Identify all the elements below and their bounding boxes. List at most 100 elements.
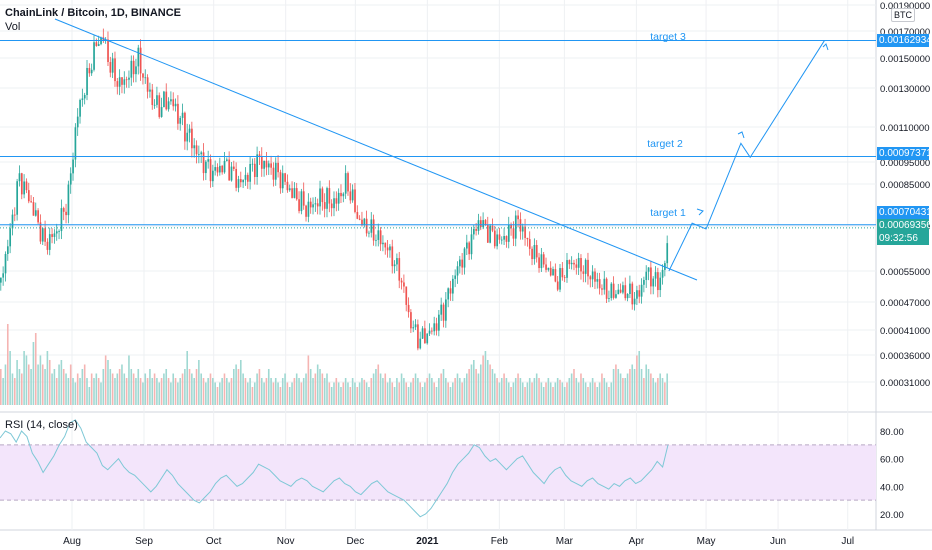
volume-bar — [528, 378, 531, 405]
volume-bar — [260, 378, 263, 405]
volume-bar — [172, 373, 175, 405]
volume-bar — [379, 373, 382, 405]
candle-body — [428, 330, 431, 334]
volume-bar — [125, 378, 128, 405]
volume-bar — [20, 373, 23, 405]
candle-body — [123, 79, 126, 85]
volume-bar — [158, 382, 161, 405]
target-label: target 2 — [647, 138, 683, 150]
volume-bar — [207, 378, 209, 405]
candle-body — [489, 225, 491, 243]
price-tick-label: 0.00170000 — [880, 27, 930, 38]
candle-body — [517, 215, 519, 220]
candle-body — [258, 154, 261, 157]
volume-bar — [167, 378, 170, 405]
volume-bar — [123, 373, 126, 405]
volume-bar — [142, 382, 144, 405]
volume-bar — [30, 369, 32, 405]
candle-body — [191, 128, 193, 149]
volume-bar — [463, 378, 466, 405]
volume-bar — [447, 382, 449, 405]
candle-body — [270, 163, 272, 168]
volume-bar — [226, 378, 228, 405]
volume-bar — [596, 387, 599, 405]
volume-bar — [246, 382, 249, 405]
volume-bar — [321, 373, 324, 405]
candle-body — [72, 159, 74, 174]
candle-body — [477, 220, 480, 231]
volume-bar — [608, 387, 610, 405]
candle-body — [4, 253, 7, 274]
projection-arrow — [696, 208, 704, 216]
volume-bar — [107, 360, 109, 405]
candle-body — [419, 338, 422, 349]
candle-body — [83, 95, 86, 99]
volume-bar — [335, 378, 338, 405]
volume-bar — [438, 378, 440, 405]
volume-bar — [461, 382, 463, 405]
volume-bar — [219, 382, 221, 405]
currency-badge[interactable]: BTC — [891, 8, 915, 22]
volume-bar — [188, 369, 191, 405]
volume-bar — [146, 378, 149, 405]
volume-bar — [405, 382, 408, 405]
candle-body — [384, 242, 387, 248]
candle-body — [55, 231, 58, 234]
candle-body — [647, 267, 650, 272]
volume-bar — [251, 387, 254, 405]
volume-bar — [314, 373, 317, 405]
volume-bar — [139, 378, 142, 405]
candle-body — [661, 269, 664, 278]
volume-bar — [496, 378, 498, 405]
candle-body — [426, 333, 429, 344]
volume-bar — [274, 378, 277, 405]
volume-bar — [456, 373, 459, 405]
volume-bar — [34, 333, 37, 405]
volume-bar — [109, 369, 112, 405]
candle-body — [398, 258, 401, 281]
rsi-tick-label: 60.00 — [880, 455, 904, 466]
candle-body — [454, 275, 457, 279]
volume-bar — [212, 378, 214, 405]
candle-body — [207, 159, 210, 162]
candle-body — [305, 205, 307, 217]
volume-bar — [235, 364, 237, 405]
candle-body — [323, 202, 326, 209]
candle-body — [302, 191, 305, 206]
volume-bar — [503, 373, 505, 405]
candle-body — [666, 243, 669, 264]
candle-body — [30, 201, 32, 203]
candle-body — [570, 262, 573, 265]
volume-bar — [319, 369, 321, 405]
price-tick-label: 0.00110000 — [880, 123, 930, 134]
volume-bar — [83, 364, 86, 405]
candle-body — [267, 163, 270, 168]
candle-body — [239, 179, 242, 183]
volume-bar — [144, 373, 147, 405]
candle-body — [470, 234, 473, 255]
candle-body — [337, 192, 340, 204]
volume-bar — [284, 373, 286, 405]
volume-bar — [368, 387, 370, 405]
candle-body — [151, 89, 154, 105]
candle-body — [552, 269, 554, 276]
volume-bar — [507, 382, 510, 405]
volume-bars — [0, 324, 668, 405]
volume-bar — [442, 369, 445, 405]
candle-body — [274, 162, 277, 180]
candle-body — [503, 236, 505, 240]
volume-bar — [97, 378, 100, 405]
trendline — [54, 18, 698, 281]
price-badge-target-3: 0.00162934 — [877, 34, 932, 47]
volume-bar — [486, 360, 489, 405]
volume-bar — [472, 360, 475, 405]
time-tick-label: Apr — [629, 536, 645, 547]
volume-bar — [132, 373, 135, 405]
volume-bar — [16, 360, 18, 405]
volume-bar — [400, 373, 403, 405]
candle-body — [79, 100, 81, 117]
volume-bar — [67, 378, 70, 405]
time-tick-label: Oct — [206, 536, 222, 547]
volume-bar — [652, 378, 654, 405]
